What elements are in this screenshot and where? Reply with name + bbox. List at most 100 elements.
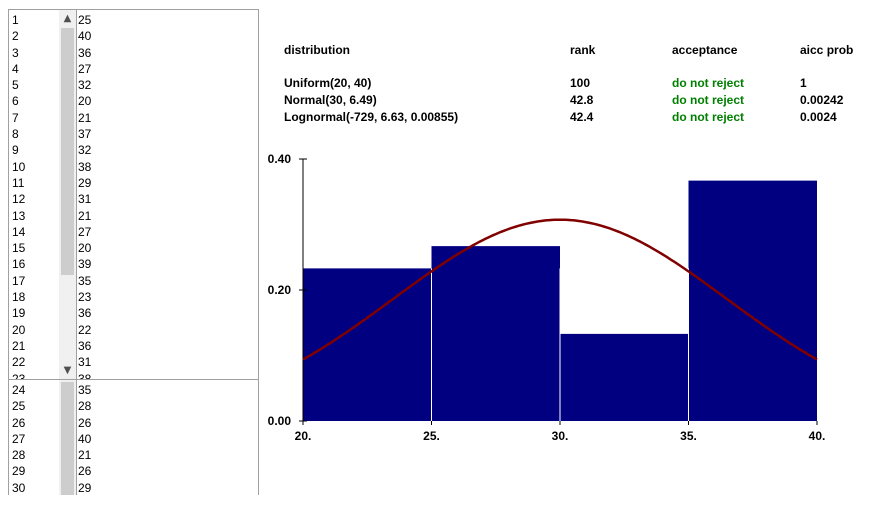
acceptance-value: do not reject: [672, 110, 745, 124]
result-row[interactable]: Uniform(20, 40) 100 do not reject 1: [284, 75, 874, 92]
histogram-bar: [303, 268, 432, 421]
list-index: 4: [12, 61, 19, 76]
result-row[interactable]: Lognormal(-729, 6.63, 0.00855) 42.4 do n…: [284, 109, 874, 126]
list-index: 3: [12, 45, 19, 60]
y-tick-label: 0.00: [268, 414, 292, 428]
index-column: 1 2 3 4 5 6 7 8 9 10 11 12 13 14 15 16 17 18 19 20 21 22 23: [12, 12, 58, 380]
list-value: 36: [78, 338, 92, 353]
rank-value: 100: [570, 76, 591, 90]
list-value: 23: [78, 290, 92, 305]
list-value: 21: [78, 208, 92, 223]
list-index: 9: [12, 143, 19, 158]
histogram-bar: [688, 180, 817, 421]
list-index: 2: [12, 29, 19, 44]
list-index: 30: [12, 480, 26, 495]
list-index: 7: [12, 110, 19, 125]
data-list-panel: 1 2 3 4 5 6 7 8 9 10 11 12 13 14 15 16 17 18 19 20 21 22 23 ▲ …: [8, 9, 259, 495]
x-tick-label: 40.: [809, 429, 826, 443]
scrollbar[interactable]: ▲ ▼: [59, 10, 76, 379]
list-index: 18: [12, 290, 26, 305]
result-row[interactable]: Normal(30, 6.49) 42.8 do not reject 0.00…: [284, 92, 874, 109]
x-tick-label: 20.: [295, 429, 312, 443]
list-value: 31: [78, 355, 92, 370]
list-value: 37: [78, 127, 92, 142]
list-value: 21: [78, 448, 92, 463]
header-distribution: distribution: [284, 43, 350, 57]
histogram-bar: [560, 333, 689, 421]
list-index: 27: [12, 431, 26, 446]
list-index: 11: [12, 175, 25, 190]
list-index: 22: [12, 355, 26, 370]
scroll-up-arrow-icon[interactable]: ▲: [63, 13, 72, 24]
list-index: 29: [12, 464, 26, 479]
header-aicc-prob: aicc prob: [800, 43, 854, 57]
list-value: 27: [78, 61, 92, 76]
list-value: 31: [78, 192, 92, 207]
value-column: 25 40 36 27 32 20 21 37 32 38 29 31 21 27 20 39 35 23 36 22…: [78, 12, 248, 380]
list-value: 29: [78, 480, 92, 495]
list-value: 26: [78, 464, 92, 479]
scroll-down-arrow-icon[interactable]: ▼: [63, 365, 72, 376]
value-column: 35 28 26 40 21 26 29: [78, 382, 248, 495]
results-header: distribution rank acceptance aicc prob: [284, 42, 874, 59]
header-rank: rank: [570, 43, 596, 57]
fit-results-table: distribution rank acceptance aicc prob U…: [284, 42, 874, 126]
list-value: 35: [78, 273, 92, 288]
acceptance-value: do not reject: [672, 76, 745, 90]
scrollbar-thumb[interactable]: [61, 28, 74, 275]
aicc-value: 0.0024: [800, 110, 837, 124]
list-value: 26: [78, 415, 92, 430]
list-value: 27: [78, 224, 92, 239]
list-index: 23: [12, 371, 26, 380]
list-value: 22: [78, 322, 92, 337]
list-index: 17: [12, 273, 26, 288]
list-index: 14: [12, 224, 26, 239]
list-index: 28: [12, 448, 26, 463]
x-tick-label: 35.: [680, 429, 697, 443]
list-index: 21: [12, 338, 26, 353]
y-tick-label: 0.20: [268, 283, 292, 297]
list-index: 8: [12, 127, 19, 142]
list-index: 24: [12, 383, 26, 397]
aicc-value: 1: [800, 76, 807, 90]
scrollbar[interactable]: [59, 380, 76, 495]
list-value: 32: [78, 143, 92, 158]
list-value: 20: [78, 241, 92, 256]
column-divider: [76, 380, 77, 495]
list-value: 29: [78, 175, 92, 190]
data-listbox-top[interactable]: 1 2 3 4 5 6 7 8 9 10 11 12 13 14 15 16 17 18 19 20 21 22 23 ▲ …: [8, 9, 259, 380]
scrollbar-thumb[interactable]: [61, 382, 74, 495]
list-index: 5: [12, 78, 19, 93]
acceptance-value: do not reject: [672, 93, 745, 107]
list-index: 12: [12, 192, 26, 207]
rank-value: 42.4: [570, 110, 594, 124]
list-index: 13: [12, 208, 26, 223]
list-value: 40: [78, 431, 92, 446]
list-value: 36: [78, 45, 92, 60]
list-value: 36: [78, 306, 92, 321]
histogram-bar: [431, 246, 560, 421]
column-divider: [76, 10, 77, 379]
list-value: 35: [78, 383, 92, 397]
list-value: 32: [78, 78, 92, 93]
list-value: 21: [78, 110, 92, 125]
list-index: 1: [12, 13, 19, 27]
distribution-name: Lognormal(-729, 6.63, 0.00855): [284, 110, 459, 124]
list-value: 40: [78, 29, 92, 44]
x-tick-label: 30.: [552, 429, 569, 443]
list-value: 20: [78, 94, 92, 109]
rank-value: 42.8: [570, 93, 594, 107]
list-index: 16: [12, 257, 26, 272]
index-column: 24 25 26 27 28 29 30: [12, 382, 58, 495]
data-listbox-bottom[interactable]: 24 25 26 27 28 29 30 35 28 26 40 21 26 29: [8, 379, 259, 495]
list-value: 25: [78, 13, 92, 27]
list-index: 20: [12, 322, 26, 337]
aicc-value: 0.00242: [800, 93, 844, 107]
list-value: 28: [78, 399, 92, 414]
list-index: 6: [12, 94, 19, 109]
list-value: 38: [78, 371, 92, 380]
header-acceptance: acceptance: [672, 43, 738, 57]
list-index: 26: [12, 415, 26, 430]
x-tick-label: 25.: [423, 429, 440, 443]
distribution-name: Uniform(20, 40): [284, 76, 372, 90]
